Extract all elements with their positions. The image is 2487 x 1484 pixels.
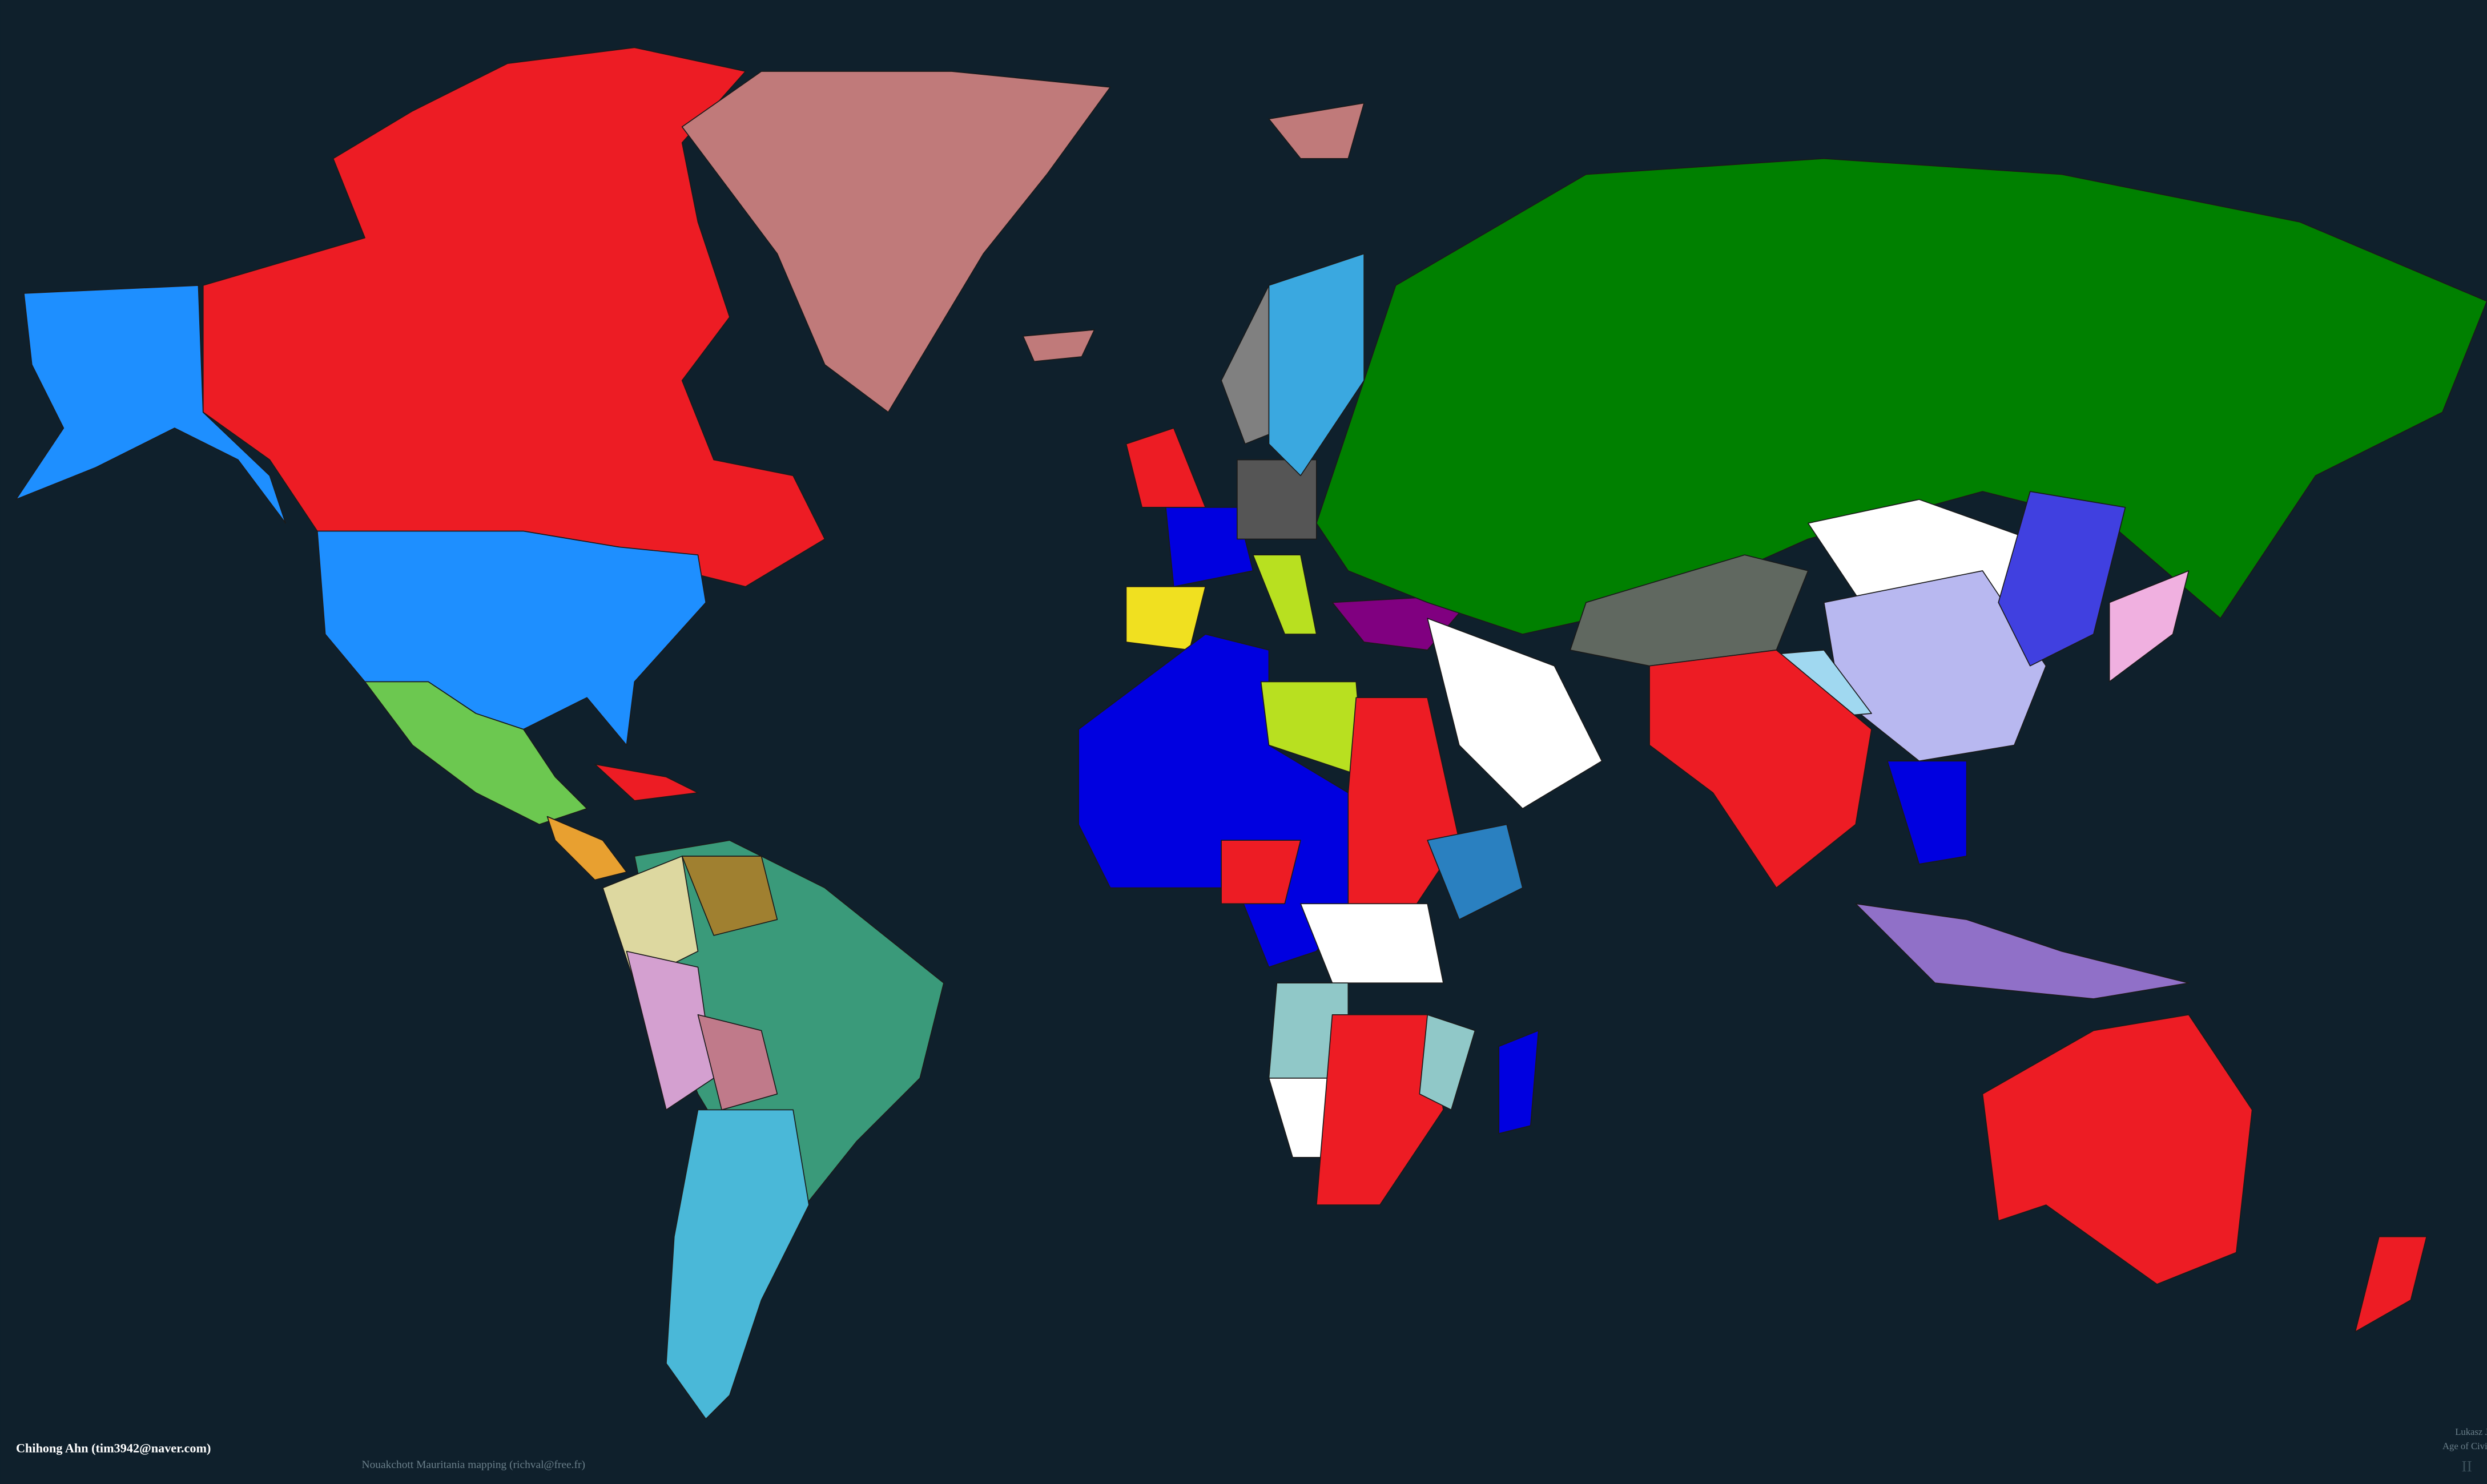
france — [1165, 507, 1254, 587]
italy — [1252, 554, 1317, 635]
congo — [1300, 903, 1444, 984]
game-title: Age of Civiliz — [2442, 1441, 2487, 1451]
caribbean — [594, 764, 699, 801]
manchuria — [1998, 491, 2126, 667]
indochina — [1886, 760, 1967, 865]
mapping-credit: Nouakchott Mauritania mapping (richval@f… — [362, 1459, 585, 1471]
indonesia — [1855, 903, 2190, 999]
new-zealand — [2355, 1236, 2428, 1333]
australia — [1982, 1014, 2253, 1285]
svalbard — [1268, 102, 1365, 159]
countries — [15, 47, 2487, 1420]
southern-africa — [1315, 1014, 1444, 1205]
publisher-credit: Lukasz Jako — [2455, 1426, 2487, 1437]
greenland — [681, 71, 1111, 413]
author-credit: Chihong Ahn (tim3942@naver.com) — [16, 1441, 211, 1455]
russia — [1315, 158, 2487, 635]
sweden — [1268, 253, 1365, 477]
madagascar — [1498, 1030, 1539, 1134]
argentina — [666, 1109, 810, 1420]
nigeria — [1221, 840, 1301, 905]
iceland — [1023, 329, 1095, 362]
bolivia — [697, 1014, 778, 1111]
mozambique — [1419, 1014, 1476, 1111]
venezuela — [681, 856, 778, 936]
japan — [2108, 570, 2190, 683]
india — [1649, 650, 1872, 889]
germany — [1237, 459, 1317, 540]
central-america — [546, 816, 627, 881]
mexico — [364, 681, 587, 825]
arabia — [1427, 618, 1603, 809]
ethiopia — [1427, 824, 1523, 920]
game-version: II — [2461, 1458, 2472, 1475]
alaska — [15, 285, 287, 524]
